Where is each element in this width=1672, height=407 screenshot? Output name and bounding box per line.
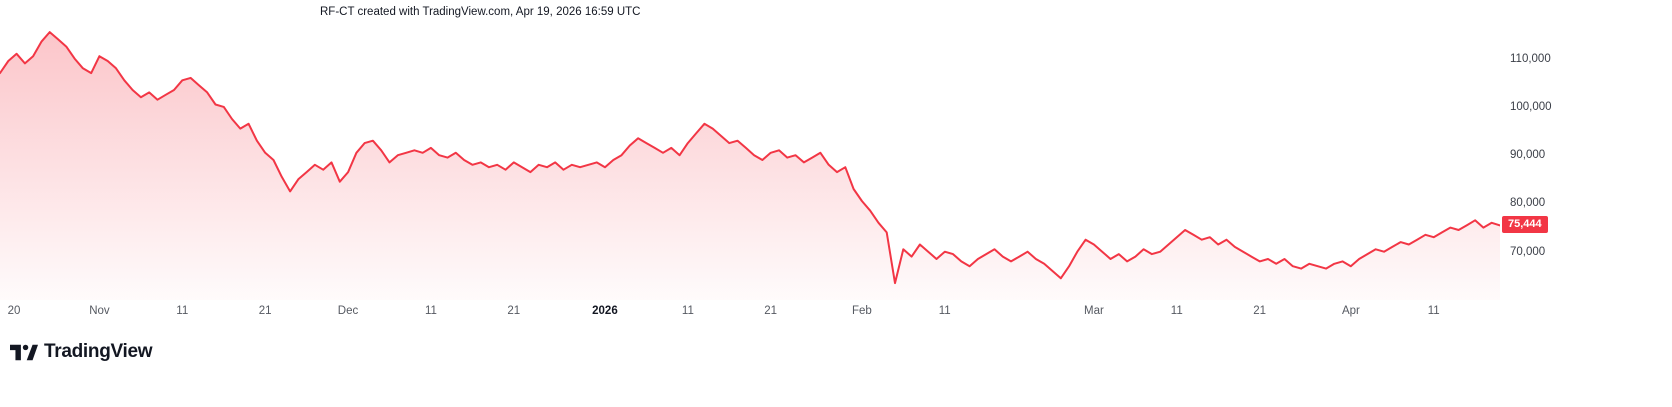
time-axis-label: Apr [1341,305,1360,317]
tradingview-logo[interactable]: TradingView [10,341,153,363]
last-price-badge: 75,444 [1502,216,1548,234]
time-axis-label: 11 [1427,305,1440,317]
chart-area-fill [0,32,1500,300]
time-axis-label: 11 [938,305,951,317]
tradingview-logo-icon [10,344,38,360]
last-price-value: 75,444 [1508,218,1542,231]
time-axis-label: 11 [681,305,694,317]
time-axis-label: Dec [337,305,359,317]
time-axis-label: 20 [7,305,21,317]
time-axis-label: 2026 [592,305,618,317]
chart-widget: RF-CT created with TradingView.com, Apr … [0,0,1672,332]
time-axis-label: 21 [764,305,778,317]
time-axis-label: 11 [424,305,437,317]
time-axis-label: 21 [1253,305,1267,317]
time-axis-label: 11 [176,305,189,317]
time-axis-label: 11 [1170,305,1183,317]
time-axis[interactable]: 20 Nov 11 21 Dec 11 21 2026 11 21 Feb 11 Mar 11 21 Apr 1… [0,0,1672,331]
time-axis-label: 21 [258,305,272,317]
price-chart[interactable] [0,0,1500,331]
chart-price-line [0,31,1500,285]
chart-title: RF-CT created with TradingView.com, Apr … [320,6,641,18]
time-axis-label: Mar [1084,305,1104,317]
time-axis-label: Nov [89,305,110,317]
footer: TradingView [0,331,1672,407]
tradingview-logo-text: TradingView [44,341,153,362]
time-axis-label: 21 [507,305,521,317]
time-axis-label: Feb [851,305,872,317]
